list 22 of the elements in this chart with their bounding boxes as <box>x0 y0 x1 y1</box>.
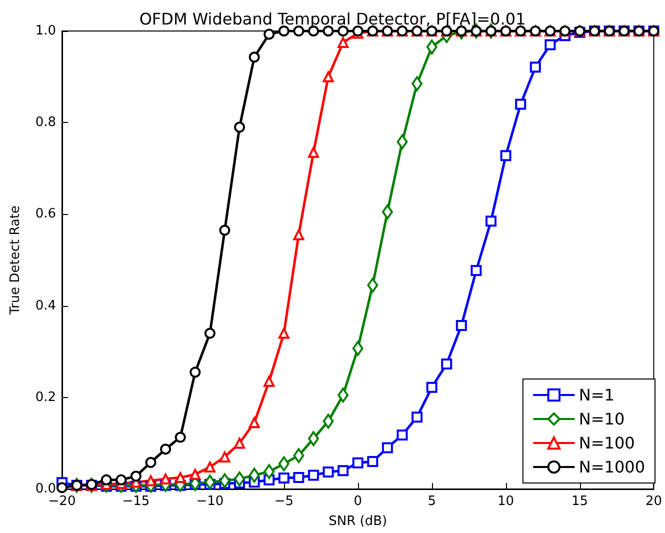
x-tick-label: −10 <box>196 494 224 509</box>
legend-label: N=10 <box>578 410 625 428</box>
y-tick-label: 0.8 <box>35 115 56 130</box>
x-tick-label: −20 <box>48 494 76 509</box>
x-tick-label: 20 <box>645 494 662 509</box>
x-axis-title: SNR (dB) <box>328 514 388 529</box>
y-tick-label: 0.0 <box>35 482 56 496</box>
y-tick-label: 0.4 <box>35 298 56 314</box>
y-tick-label: 1.0 <box>35 24 56 38</box>
x-tick-label: −5 <box>274 494 294 509</box>
legend-label: N=1000 <box>578 458 645 476</box>
x-tick-label: 10 <box>498 494 514 509</box>
legend-label: N=1 <box>578 386 614 404</box>
chart-title: OFDM Wideband Temporal Detector, P[FA]=0.01 <box>139 10 526 28</box>
legend-label: N=100 <box>578 434 635 452</box>
y-tick-label: 0.6 <box>35 206 56 222</box>
y-axis-title: True Detect Rate <box>8 205 23 316</box>
x-tick-label: −15 <box>122 494 150 509</box>
x-tick-label: 15 <box>571 494 588 509</box>
x-tick-label: 5 <box>428 494 436 509</box>
x-tick-label: 0 <box>354 494 362 509</box>
y-tick-label: 0.2 <box>35 390 56 405</box>
